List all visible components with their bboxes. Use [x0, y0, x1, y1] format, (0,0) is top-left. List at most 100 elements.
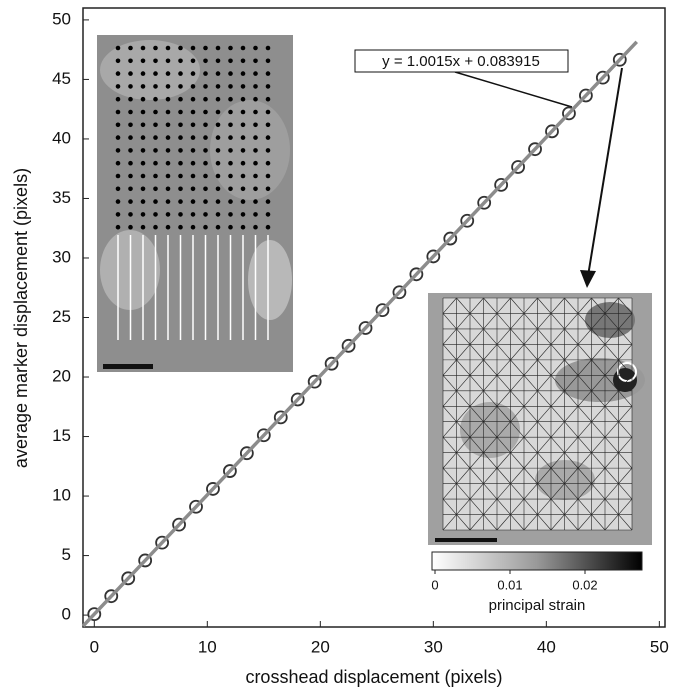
marker-dot [115, 212, 121, 217]
mesh-line [483, 483, 498, 500]
marker-dot [253, 96, 258, 102]
inset-image-markers [97, 35, 293, 372]
mesh-line [618, 390, 633, 407]
mesh-line [483, 514, 498, 531]
marker-dot [228, 148, 233, 153]
x-axis-label: crosshead displacement (pixels) [245, 667, 502, 687]
marker-dot [190, 58, 196, 64]
marker-dot [265, 45, 271, 51]
mesh-line [496, 375, 511, 391]
mesh-line [577, 390, 592, 407]
marker-dot [128, 212, 133, 217]
mesh-line [510, 421, 525, 438]
marker-dot [153, 135, 158, 140]
mesh-line [550, 483, 565, 500]
mesh-line [604, 498, 619, 515]
mesh-line [510, 483, 525, 500]
mesh-line [577, 328, 592, 345]
mesh-line [442, 498, 457, 515]
marker-dot [253, 148, 258, 153]
marker-dot [140, 224, 146, 230]
data-point [341, 338, 356, 353]
mesh-line [591, 483, 606, 500]
mesh-line [564, 313, 579, 330]
mesh-line [618, 406, 633, 422]
x-tick-label: 10 [198, 637, 217, 656]
marker-dot [165, 160, 171, 166]
mesh-line [496, 297, 511, 314]
marker-dot [265, 84, 271, 89]
mesh-line [577, 421, 592, 438]
marker-dot [178, 224, 183, 230]
marker-dot [140, 160, 146, 166]
marker-dot [115, 122, 121, 128]
mesh-line [591, 375, 606, 391]
marker-dot [128, 84, 133, 89]
marker-dot [240, 199, 246, 204]
mesh-line [604, 328, 619, 345]
marker-dot [203, 96, 208, 102]
marker-dot [240, 122, 246, 128]
mesh-line [483, 498, 498, 515]
mesh-line [496, 514, 511, 531]
y-tick-label: 5 [62, 545, 71, 564]
mesh-line [618, 498, 633, 515]
mesh-line [510, 313, 525, 330]
marker-dot [165, 212, 171, 217]
y-axis-label: average marker displacement (pixels) [11, 168, 31, 468]
mesh-line [442, 390, 457, 407]
marker-dot [190, 109, 196, 115]
mesh-line [591, 344, 606, 361]
y-tick-label: 0 [62, 605, 71, 624]
marker-dot [253, 84, 258, 89]
mesh-line [604, 514, 619, 531]
mesh-line [469, 359, 484, 376]
mesh-line [537, 498, 552, 515]
marker-dot [115, 45, 121, 51]
marker-dot [140, 122, 146, 128]
marker-dot [178, 45, 183, 51]
data-point [256, 428, 271, 443]
data-point [239, 446, 254, 461]
mesh-line [537, 297, 552, 314]
x-tick-label: 0 [90, 637, 99, 656]
mesh-line [523, 514, 538, 531]
marker-dot [115, 173, 121, 179]
mesh-line [577, 498, 592, 515]
mesh-line [537, 467, 552, 484]
marker-dot [153, 45, 158, 51]
data-point [290, 392, 305, 407]
marker-dot [115, 186, 121, 192]
mesh-line [456, 297, 471, 314]
marker-dot [253, 173, 258, 179]
mesh-line [537, 328, 552, 345]
mesh-line [496, 452, 511, 469]
mesh-line [537, 514, 552, 531]
mesh-line [469, 313, 484, 330]
marker-dot [115, 135, 121, 140]
marker-dot [215, 96, 221, 102]
mesh-line [564, 514, 579, 531]
mesh-line [469, 483, 484, 500]
mesh-line [577, 359, 592, 376]
marker-dot [190, 84, 196, 89]
marker-dot [165, 122, 171, 128]
mesh-line [564, 452, 579, 469]
marker-dot [128, 109, 133, 115]
mesh-line [577, 375, 592, 391]
mesh-line [523, 313, 538, 330]
mesh-line [550, 514, 565, 531]
mesh-line [591, 313, 606, 330]
marker-dot [265, 160, 271, 166]
mesh-line [537, 437, 552, 453]
equation: y = 1.0015x + 0.083915 [382, 53, 540, 70]
mesh-line [510, 467, 525, 484]
mesh-line [604, 313, 619, 330]
mesh-line [604, 467, 619, 484]
mesh-line [591, 328, 606, 345]
marker-dot [203, 186, 208, 192]
mesh-line [510, 498, 525, 515]
mesh-line [483, 344, 498, 361]
mesh-line [591, 421, 606, 438]
mesh-line [510, 359, 525, 376]
